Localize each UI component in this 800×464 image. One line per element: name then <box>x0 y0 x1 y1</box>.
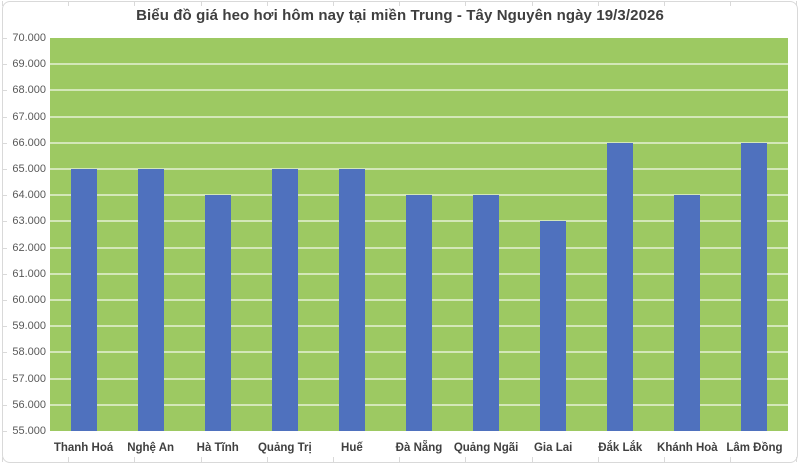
tick-mark <box>664 457 665 462</box>
y-tick-label: 64.000 <box>12 189 46 202</box>
bar <box>204 195 231 431</box>
tick-mark <box>796 1 798 6</box>
tick-mark <box>134 1 136 6</box>
tick-mark <box>333 457 334 462</box>
y-tick-label: 59.000 <box>12 320 46 333</box>
tick-mark <box>2 169 7 170</box>
tick-mark <box>664 1 665 6</box>
x-category-label: Huế <box>341 442 363 454</box>
x-category-label: Thanh Hoá <box>53 442 114 454</box>
y-tick-label: 57.000 <box>12 372 46 385</box>
tick-mark <box>2 300 7 301</box>
gridline <box>50 168 788 170</box>
y-tick-label: 69.000 <box>12 58 46 71</box>
tick-mark <box>2 247 7 249</box>
tick-mark <box>399 1 401 6</box>
tick-mark <box>200 457 202 462</box>
plot-area <box>50 38 788 431</box>
tick-mark <box>2 273 7 275</box>
bar <box>406 195 432 431</box>
tick-mark <box>2 1 3 6</box>
tick-mark <box>465 457 467 462</box>
tick-mark <box>531 1 533 6</box>
bar <box>271 169 298 431</box>
bar <box>338 169 365 431</box>
tick-mark <box>134 457 136 462</box>
tick-mark <box>200 1 202 6</box>
tick-mark <box>68 457 70 462</box>
y-tick-label: 67.000 <box>12 110 46 123</box>
x-category-label: Đà Nẵng <box>395 442 443 454</box>
x-category-label: Hà Tĩnh <box>196 442 239 454</box>
tick-mark <box>2 90 7 92</box>
gridline <box>50 141 788 144</box>
tick-mark <box>2 142 7 144</box>
tick-mark <box>2 195 7 197</box>
y-tick-label: 66.000 <box>12 136 46 149</box>
y-tick-label: 58.000 <box>12 346 46 359</box>
tick-mark <box>597 457 599 462</box>
y-tick-label: 62.000 <box>12 241 46 254</box>
x-category-label: Lâm Đồng <box>726 442 783 454</box>
x-category-label: Quảng Trị <box>257 442 312 454</box>
tick-mark <box>2 64 7 66</box>
tick-mark <box>266 457 268 462</box>
gridline <box>50 63 788 66</box>
tick-mark <box>2 38 7 39</box>
x-category-label: Đắk Lắk <box>598 442 643 454</box>
y-tick-label: 63.000 <box>12 215 46 228</box>
tick-mark <box>2 404 7 406</box>
y-tick-label: 61.000 <box>12 267 46 280</box>
bar <box>473 195 500 431</box>
tick-mark <box>399 457 401 462</box>
tick-mark <box>2 221 7 223</box>
bar <box>674 195 701 431</box>
tick-mark <box>2 378 7 380</box>
tick-mark <box>333 1 334 6</box>
tick-mark <box>730 1 732 6</box>
tick-mark <box>2 352 7 354</box>
bar <box>741 142 768 431</box>
tick-mark <box>730 457 732 462</box>
x-category-label: Gia Lai <box>533 442 573 454</box>
bar <box>540 221 567 431</box>
bar <box>137 169 164 431</box>
tick-mark <box>796 457 798 462</box>
y-tick-label: 56.000 <box>12 398 46 411</box>
tick-mark <box>2 431 7 432</box>
bar <box>607 142 634 431</box>
chart-title: Biểu đồ giá heo hơi hôm nay tại miền Tru… <box>136 7 664 24</box>
tick-mark <box>2 326 7 328</box>
tick-mark <box>68 1 70 6</box>
gridline <box>50 115 788 118</box>
gridline <box>50 89 788 92</box>
tick-mark <box>531 457 533 462</box>
bar <box>70 169 97 431</box>
y-tick-label: 60.000 <box>12 294 46 306</box>
x-category-label: Quảng Ngãi <box>453 442 519 454</box>
tick-mark <box>465 1 467 6</box>
x-category-label: Nghệ An <box>127 442 175 454</box>
y-tick-label: 65.000 <box>12 163 46 175</box>
tick-mark <box>2 116 7 118</box>
tick-mark <box>266 1 268 6</box>
tick-mark <box>597 1 599 6</box>
y-tick-label: 55.000 <box>12 425 46 437</box>
tick-mark <box>2 457 3 462</box>
y-tick-label: 68.000 <box>12 84 46 97</box>
y-tick-label: 70.000 <box>12 32 46 44</box>
x-category-label: Khánh Hoà <box>657 442 718 454</box>
